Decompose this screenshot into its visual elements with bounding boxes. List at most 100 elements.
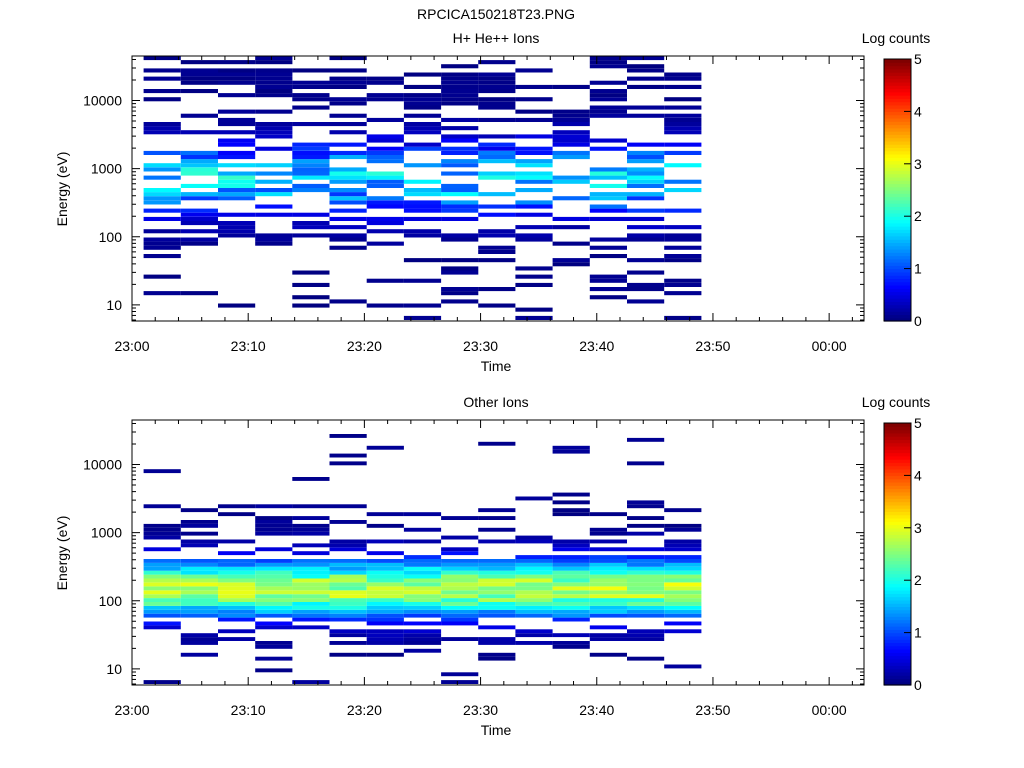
heatmap-cell	[255, 613, 293, 618]
heatmap-cell	[515, 641, 553, 645]
heatmap-cell	[218, 196, 256, 201]
heatmap-cell	[292, 605, 330, 610]
heatmap-cell	[403, 200, 442, 205]
heatmap-cell	[329, 590, 367, 595]
heatmap-cell	[515, 535, 553, 540]
heatmap-cell	[403, 574, 442, 579]
colorbar-segment	[884, 222, 911, 227]
x-tick-label: 23:50	[695, 702, 730, 718]
heatmap-cell	[403, 539, 442, 544]
x-tick-label: 23:10	[231, 702, 266, 718]
heatmap-cell	[329, 613, 367, 618]
heatmap-cell	[255, 668, 293, 673]
heatmap-cell	[664, 208, 702, 213]
heatmap-cell	[664, 559, 702, 563]
colorbar-segment	[884, 294, 911, 299]
heatmap-cell	[589, 295, 627, 300]
colorbar-segment	[884, 68, 911, 73]
heatmap-cell	[552, 216, 590, 221]
colorbar-segment	[884, 98, 911, 103]
heatmap-cell	[403, 562, 442, 567]
heatmap-cell	[664, 594, 702, 599]
heatmap-cell	[143, 192, 181, 197]
heatmap-cell	[515, 109, 553, 114]
colorbar-segment	[884, 219, 911, 224]
heatmap-cell	[589, 613, 627, 618]
heatmap-cell	[255, 126, 293, 131]
heatmap-cell	[441, 566, 479, 571]
heatmap-cell	[329, 200, 367, 205]
heatmap-cell	[329, 652, 367, 657]
heatmap-cell	[366, 134, 404, 139]
heatmap-cell	[478, 142, 516, 147]
heatmap-cell	[515, 159, 553, 164]
heatmap-cell	[403, 258, 442, 263]
x-tick-label: 23:40	[579, 702, 614, 718]
heatmap-cell	[627, 461, 665, 466]
colorbar-segment	[884, 491, 911, 496]
heatmap-cell	[589, 204, 627, 209]
heatmap-cell	[664, 258, 702, 263]
heatmap-cell	[366, 150, 404, 155]
x-tick-label: 23:30	[463, 338, 498, 354]
heatmap-cell	[143, 208, 181, 213]
heatmap-cell	[515, 68, 553, 73]
heatmap-cell	[329, 188, 367, 193]
heatmap-cell	[366, 171, 404, 176]
heatmap-cell	[441, 617, 479, 622]
heatmap-cell	[255, 80, 293, 85]
heatmap-cell	[589, 602, 627, 606]
heatmap-cell	[366, 183, 404, 188]
colorbar-segment	[884, 252, 911, 257]
heatmap-cell	[143, 531, 181, 536]
heatmap-cell	[589, 625, 627, 630]
colorbar-segment	[884, 442, 911, 447]
colorbar-segment	[884, 144, 911, 149]
heatmap-cell	[143, 237, 181, 242]
colorbar-segment	[884, 242, 911, 247]
heatmap-cell	[589, 531, 627, 536]
heatmap-cell	[218, 637, 256, 641]
heatmap-cell	[366, 574, 404, 579]
panel-title: H+ He++ Ions	[453, 30, 540, 46]
heatmap-cell	[180, 130, 218, 135]
heatmap-cell	[292, 613, 330, 618]
heatmap-cell	[627, 76, 665, 81]
heatmap-cell	[441, 192, 479, 197]
heatmap-cell	[552, 512, 590, 517]
heatmap-cell	[441, 204, 479, 209]
heatmap-cell	[627, 225, 665, 230]
heatmap-cell	[143, 291, 181, 296]
colorbar-segment	[884, 167, 911, 171]
heatmap-cell	[366, 445, 404, 450]
heatmap-cell	[180, 508, 218, 513]
heatmap-cell	[255, 122, 293, 127]
heatmap-cell	[441, 578, 479, 583]
heatmap-cell	[292, 625, 330, 630]
heatmap-cell	[143, 216, 181, 221]
heatmap-cell	[589, 167, 627, 172]
heatmap-cell	[552, 225, 590, 230]
colorbar-segment	[884, 91, 911, 96]
heatmap-cell	[366, 602, 404, 606]
colorbar-segment	[884, 229, 911, 234]
heatmap-cell	[255, 605, 293, 610]
colorbar-segment	[884, 160, 911, 165]
heatmap-cell	[143, 574, 181, 579]
colorbar-segment	[884, 232, 911, 237]
heatmap-cell	[627, 287, 665, 292]
heatmap-cell	[478, 652, 516, 657]
heatmap-cell	[292, 68, 330, 73]
heatmap-cell	[441, 84, 479, 89]
colorbar-segment	[884, 111, 911, 116]
colorbar-segment	[884, 262, 911, 266]
heatmap-cell	[255, 93, 293, 98]
heatmap-cell	[366, 582, 404, 587]
heatmap-cell	[329, 598, 367, 602]
heatmap-cell	[515, 539, 553, 544]
heatmap-cell	[218, 594, 256, 599]
colorbar-segment	[884, 196, 911, 201]
heatmap-cell	[292, 590, 330, 595]
heatmap-cell	[664, 233, 702, 238]
heatmap-cell	[403, 512, 442, 517]
